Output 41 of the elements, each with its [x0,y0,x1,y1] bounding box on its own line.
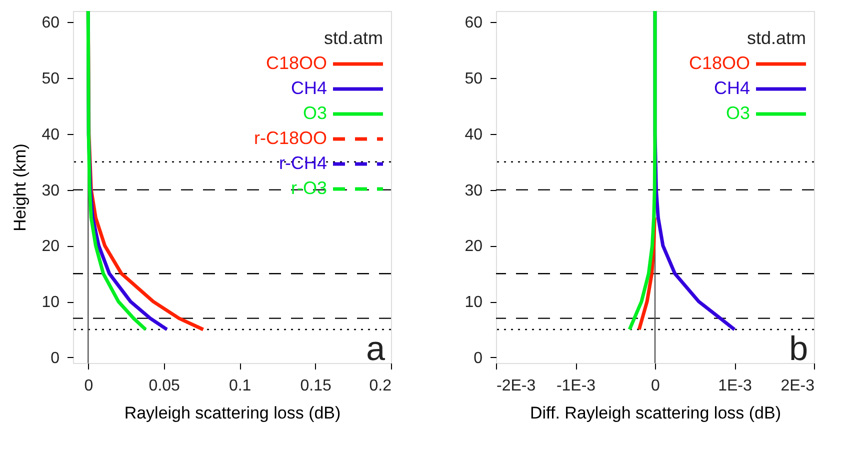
x-tick-label: -2E-3 [496,378,536,394]
y-tick-label: 40 [464,126,483,144]
y-tick-label: 30 [42,182,60,200]
y-tick-label: 50 [42,70,60,88]
y-tick-label: 50 [464,70,483,88]
y-axis-title: Height (km) [10,144,30,232]
x-axis-title: Rayleigh scattering loss (dB) [124,404,341,422]
x-tick-label: -1E-3 [556,378,596,394]
legend-title: std.atm [746,28,806,48]
x-tick-label: 1E-3 [718,378,752,394]
x-axis-title: Diff. Rayleigh scattering loss (dB) [530,404,782,422]
x-tick-label: 0.05 [148,378,180,394]
legend-label: O3 [726,103,750,123]
y-tick-label: 10 [42,294,60,312]
y-tick-label: 20 [42,238,60,256]
y-tick-label: 10 [464,294,483,312]
y-tick-label: 60 [42,14,60,32]
annotation: a [366,330,386,368]
legend-label: CH4 [714,78,750,98]
legend-label: r-C18OO [254,128,327,148]
y-tick-label: 0 [474,350,483,367]
legend-title: std.atm [324,28,383,48]
legend-label: O3 [302,103,327,123]
x-tick-label: 0.1 [228,378,252,394]
legend-label: CH4 [290,78,327,98]
legend-label: C18OO [688,53,750,73]
legend-label: r-CH4 [279,153,327,173]
x-tick-label: 0.2 [369,378,392,394]
y-tick-label: 40 [42,126,60,144]
annotation: b [789,330,808,368]
x-tick-label: 0 [84,378,94,394]
line-series [628,9,657,332]
x-tick-label: 0 [651,378,660,394]
x-tick-label: 0.15 [300,378,332,394]
x-tick-label: 2E-3 [780,378,815,394]
line-series [86,9,148,332]
y-tick-label: 60 [464,14,483,32]
y-tick-label: 30 [464,182,483,200]
y-tick-label: 20 [464,238,483,256]
y-tick-label: 0 [50,350,60,367]
legend-label: C18OO [266,53,327,73]
